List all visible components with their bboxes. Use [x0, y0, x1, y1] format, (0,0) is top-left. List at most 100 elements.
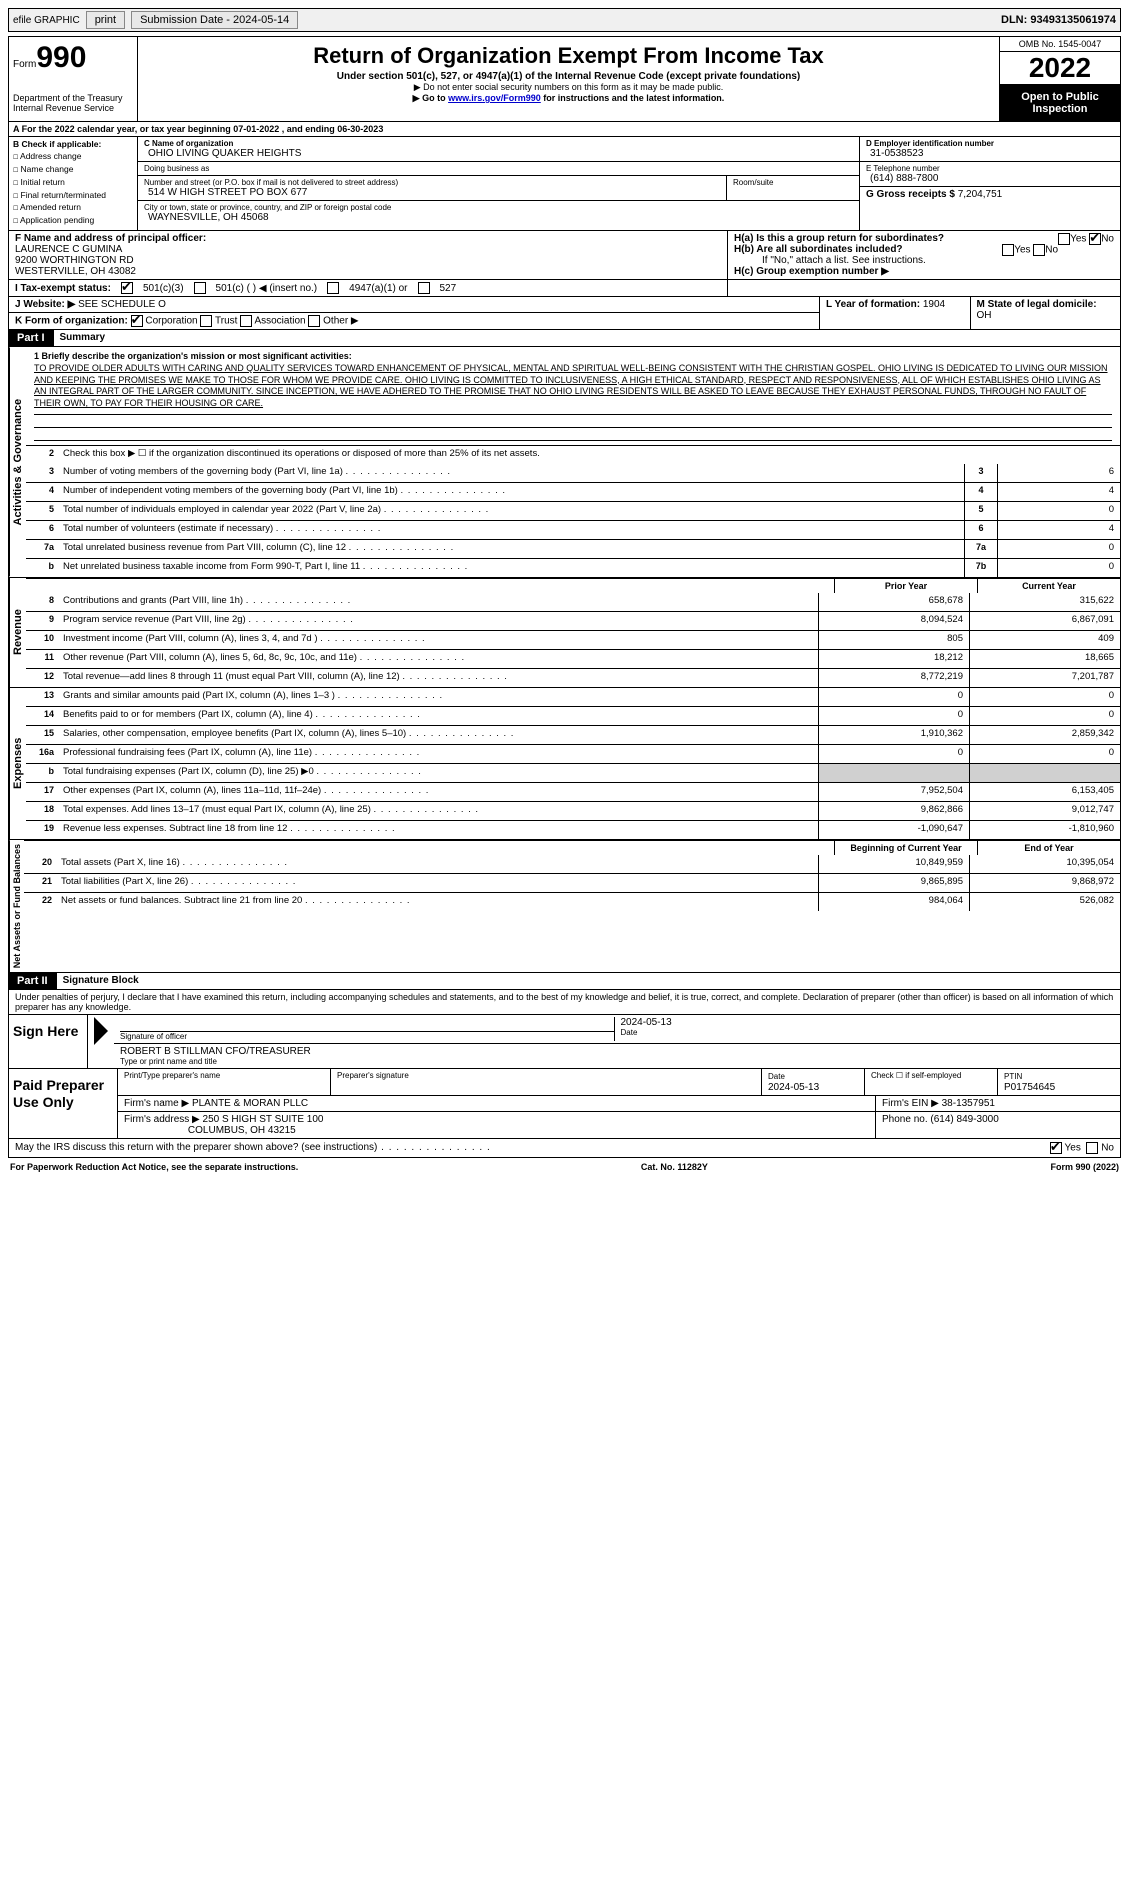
name-label: C Name of organization [144, 139, 853, 148]
l-value: 1904 [923, 299, 945, 310]
ptin-value: P01754645 [1004, 1082, 1055, 1093]
table-row: bTotal fundraising expenses (Part IX, co… [26, 763, 1120, 782]
discuss-yes: Yes [1065, 1143, 1081, 1154]
form-number: 990 [36, 41, 86, 74]
officer-addr2: WESTERVILLE, OH 43082 [15, 266, 721, 277]
form-word: Form [13, 59, 36, 70]
suite-label: Room/suite [733, 178, 853, 187]
firm-name-label: Firm's name ▶ [124, 1098, 189, 1109]
firm-addr2: COLUMBUS, OH 43215 [188, 1125, 296, 1136]
sig-date-label: Date [621, 1028, 1115, 1037]
cb-final-return: Final return/terminated [21, 190, 107, 200]
l-label: L Year of formation: [826, 299, 920, 310]
form-ref: Form 990 (2022) [1050, 1162, 1119, 1172]
ssn-note: ▶ Do not enter social security numbers o… [142, 82, 995, 93]
hb-yes-checkbox[interactable] [1002, 244, 1014, 256]
prep-date-label: Date [768, 1072, 785, 1081]
cb-527[interactable] [418, 282, 430, 294]
firm-addr-label: Firm's address ▶ [124, 1114, 200, 1125]
firm-phone-label: Phone no. [882, 1114, 928, 1125]
table-row: 7aTotal unrelated business revenue from … [26, 539, 1120, 558]
table-row: 5Total number of individuals employed in… [26, 501, 1120, 520]
signature-arrow-icon [94, 1017, 108, 1045]
table-row: 6Total number of volunteers (estimate if… [26, 520, 1120, 539]
ha-yes-checkbox[interactable] [1058, 233, 1070, 245]
part1-label: Part I [9, 330, 53, 346]
cb-address-change: Address change [20, 151, 81, 161]
col-b-header: B Check if applicable: [13, 139, 133, 151]
part2-label: Part II [9, 973, 56, 989]
current-year-header: Current Year [977, 579, 1120, 593]
discuss-yes-checkbox[interactable] [1050, 1142, 1062, 1154]
submission-date-button[interactable]: Submission Date - 2024-05-14 [131, 11, 298, 29]
officer-name: LAURENCE C GUMINA [15, 244, 721, 255]
table-row: 17Other expenses (Part IX, column (A), l… [26, 782, 1120, 801]
activities-side-label: Activities & Governance [9, 347, 26, 576]
hb-no-checkbox[interactable] [1033, 244, 1045, 256]
cb-assoc[interactable] [240, 315, 252, 327]
boy-header: Beginning of Current Year [834, 841, 977, 855]
part2-title: Signature Block [56, 973, 1120, 989]
col-b-checkboxes: B Check if applicable: ☐ Address change … [9, 137, 138, 230]
omb-number: OMB No. 1545-0047 [1000, 37, 1120, 52]
firm-addr1: 250 S HIGH ST SUITE 100 [203, 1114, 324, 1125]
hb-note: If "No," attach a list. See instructions… [734, 255, 1114, 266]
table-row: 10Investment income (Part VIII, column (… [26, 630, 1120, 649]
cb-trust[interactable] [200, 315, 212, 327]
efile-label: efile GRAPHIC [13, 15, 80, 26]
table-row: 18Total expenses. Add lines 13–17 (must … [26, 801, 1120, 820]
dba-label: Doing business as [144, 164, 853, 173]
table-row: 16aProfessional fundraising fees (Part I… [26, 744, 1120, 763]
table-row: 13Grants and similar amounts paid (Part … [26, 688, 1120, 706]
revenue-section: Revenue Prior Year Current Year 8Contrib… [8, 578, 1121, 688]
firm-ein: 38-1357951 [942, 1098, 995, 1109]
print-button[interactable]: print [86, 11, 125, 29]
dln-label: DLN: 93493135061974 [1001, 14, 1116, 26]
irs-link[interactable]: www.irs.gov/Form990 [448, 93, 541, 103]
phone-value: (614) 888-7800 [866, 173, 1114, 184]
page-footer: For Paperwork Reduction Act Notice, see … [8, 1158, 1121, 1176]
cb-501c3[interactable] [121, 282, 133, 294]
table-row: 8Contributions and grants (Part VIII, li… [26, 593, 1120, 611]
perjury-text: Under penalties of perjury, I declare th… [9, 990, 1120, 1014]
netassets-section: Net Assets or Fund Balances Beginning of… [8, 840, 1121, 973]
sig-officer-label: Signature of officer [120, 1032, 614, 1041]
discuss-row: May the IRS discuss this return with the… [8, 1139, 1121, 1158]
table-row: 12Total revenue—add lines 8 through 11 (… [26, 668, 1120, 687]
prior-year-header: Prior Year [834, 579, 977, 593]
form-header: Form990 Department of the Treasury Inter… [8, 36, 1121, 122]
cb-other[interactable] [308, 315, 320, 327]
table-row: 4Number of independent voting members of… [26, 482, 1120, 501]
paid-preparer-label: Paid Preparer Use Only [9, 1069, 118, 1138]
goto-pre: ▶ Go to [413, 93, 448, 103]
org-name: OHIO LIVING QUAKER HEIGHTS [144, 148, 853, 159]
i-label: I Tax-exempt status: [15, 283, 111, 294]
cb-app-pending: Application pending [20, 215, 94, 225]
ha-no-checkbox[interactable] [1089, 233, 1101, 245]
table-row: 3Number of voting members of the governi… [26, 464, 1120, 482]
firm-name: PLANTE & MORAN PLLC [192, 1098, 308, 1109]
cb-501c[interactable] [194, 282, 206, 294]
row-a-tax-year: A For the 2022 calendar year, or tax yea… [8, 122, 1121, 137]
ein-label: D Employer identification number [866, 139, 1114, 148]
table-row: 14Benefits paid to or for members (Part … [26, 706, 1120, 725]
table-row: 21Total liabilities (Part X, line 26) 9,… [24, 873, 1120, 892]
table-row: 22Net assets or fund balances. Subtract … [24, 892, 1120, 911]
table-row: 11Other revenue (Part VIII, column (A), … [26, 649, 1120, 668]
city-label: City or town, state or province, country… [144, 203, 853, 212]
part2-header-row: Part II Signature Block [8, 973, 1121, 990]
discuss-no-checkbox[interactable] [1086, 1142, 1098, 1154]
expenses-section: Expenses 13Grants and similar amounts pa… [8, 688, 1121, 840]
cb-corp[interactable] [131, 315, 143, 327]
expenses-side-label: Expenses [9, 688, 26, 839]
cb-name-change: Name change [21, 164, 74, 174]
open-public-label: Open to Public Inspection [1000, 85, 1120, 121]
table-row: 15Salaries, other compensation, employee… [26, 725, 1120, 744]
self-employed-label: Check ☐ if self-employed [865, 1069, 998, 1095]
ha-yes: Yes [1070, 234, 1086, 245]
eoy-header: End of Year [977, 841, 1120, 855]
officer-label: F Name and address of principal officer: [15, 233, 721, 244]
prep-date-value: 2024-05-13 [768, 1082, 819, 1093]
j-label: J Website: ▶ [15, 299, 75, 310]
cb-4947[interactable] [327, 282, 339, 294]
